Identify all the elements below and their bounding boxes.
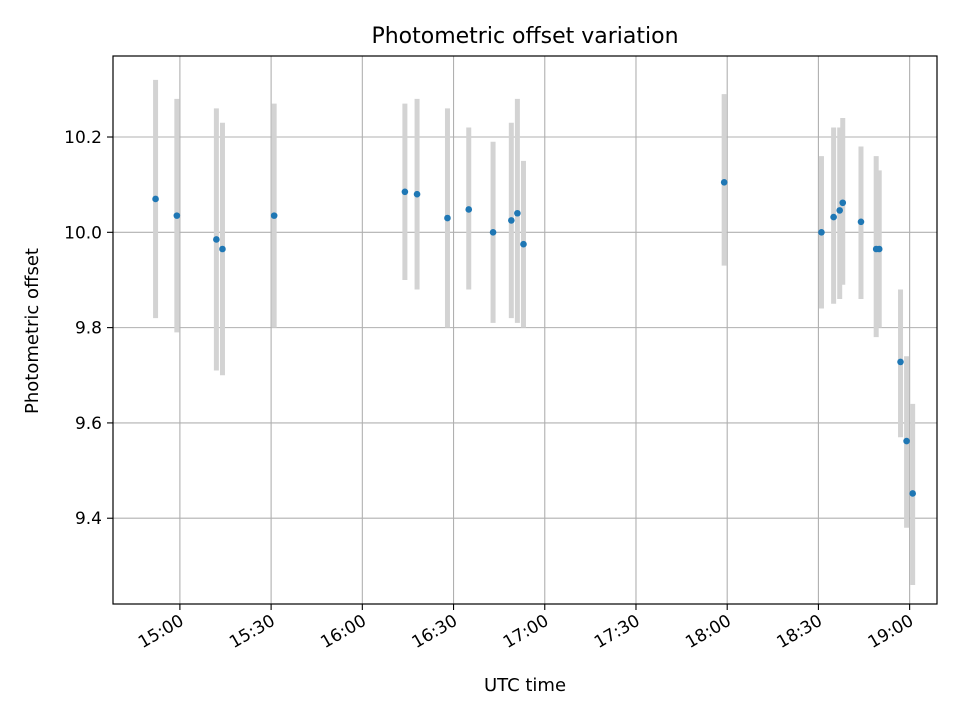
data-point: [401, 188, 409, 196]
data-point: [875, 245, 883, 253]
data-point: [897, 358, 904, 366]
data-points: [152, 178, 916, 497]
y-tick-label: 9.6: [75, 414, 102, 434]
y-tick-label: 10.2: [64, 128, 102, 148]
data-point: [413, 190, 421, 198]
data-point: [514, 209, 521, 217]
data-point: [520, 240, 527, 248]
chart-title: Photometric offset variation: [371, 24, 678, 49]
data-point: [152, 195, 159, 203]
data-point: [270, 212, 278, 219]
data-point: [444, 214, 451, 222]
data-point: [818, 229, 825, 236]
data-point: [508, 217, 515, 224]
data-point: [489, 229, 497, 236]
data-point: [830, 213, 837, 221]
y-tick-label: 9.8: [75, 319, 102, 339]
data-point: [836, 207, 844, 214]
y-tick-label: 9.4: [75, 509, 102, 529]
data-point: [903, 437, 910, 445]
data-point: [213, 236, 220, 243]
plot-frame: [112, 55, 938, 605]
data-point: [720, 178, 728, 186]
data-point: [173, 212, 181, 219]
y-axis-label: Photometric offset: [22, 248, 43, 414]
data-point: [219, 245, 226, 253]
x-axis-label: UTC time: [484, 675, 566, 696]
data-point: [857, 218, 865, 226]
data-point: [909, 490, 916, 497]
y-tick-label: 10.0: [64, 223, 102, 243]
data-point: [839, 199, 847, 207]
y-axis-ticks: 9.4 9.6 9.8 10.0 10.2: [64, 128, 113, 529]
data-point: [465, 206, 473, 213]
